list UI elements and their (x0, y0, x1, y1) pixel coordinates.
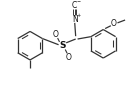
Text: −: − (76, 0, 81, 4)
Text: N: N (72, 15, 78, 24)
Text: C: C (72, 1, 77, 10)
Text: S: S (59, 41, 66, 50)
Text: +: + (76, 13, 81, 18)
Text: O: O (111, 19, 117, 28)
Text: O: O (53, 30, 59, 39)
Text: O: O (66, 53, 72, 62)
